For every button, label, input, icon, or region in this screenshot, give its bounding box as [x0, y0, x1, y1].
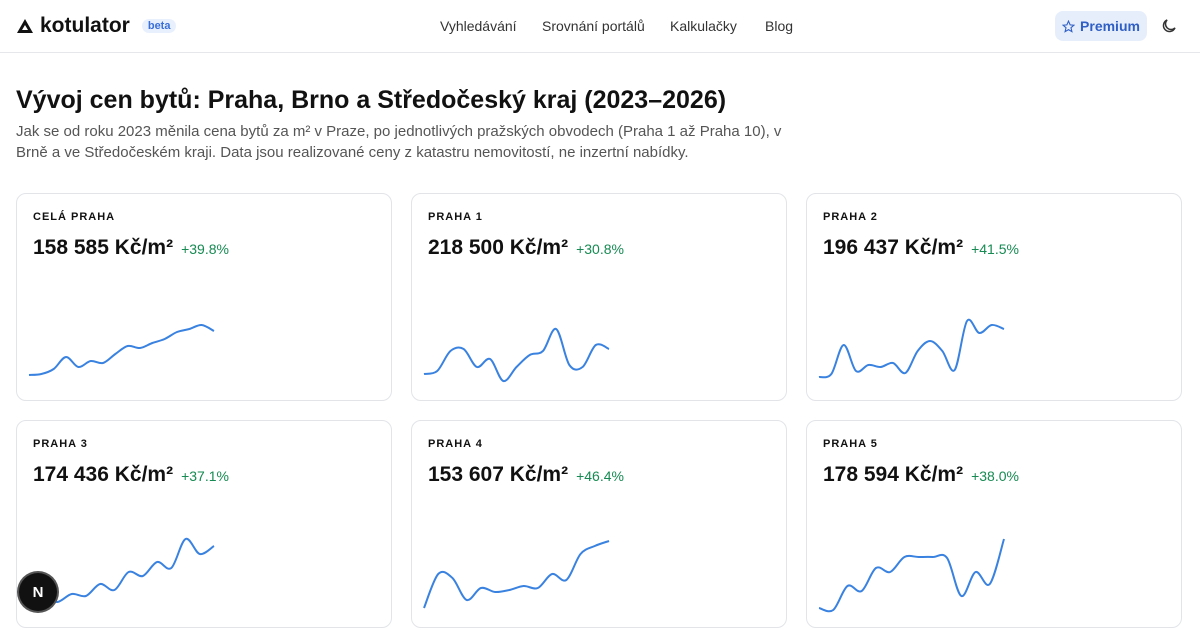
- sparkline-path: [818, 538, 1005, 613]
- theme-toggle[interactable]: [1160, 17, 1178, 35]
- sparkline-path: [423, 540, 610, 609]
- nav-link[interactable]: Blog: [765, 18, 794, 34]
- sparkline-path: [28, 537, 215, 607]
- sparkline: [818, 538, 1005, 613]
- card-label: PRAHA 1: [428, 211, 483, 223]
- beta-badge: beta: [141, 19, 177, 33]
- sparkline-path: [423, 327, 610, 383]
- sparkline: [423, 327, 610, 383]
- sparkline: [818, 318, 1005, 379]
- sparkline: [423, 540, 610, 609]
- card-price: 178 594 Kč/m² +38.0%: [823, 463, 1019, 487]
- price-card[interactable]: CELÁ PRAHA 158 585 Kč/m² +39.8%: [16, 193, 392, 401]
- price-card[interactable]: PRAHA 4 153 607 Kč/m² +46.4%: [411, 420, 787, 628]
- card-label: PRAHA 3: [33, 438, 88, 450]
- page-description: Jak se od roku 2023 měnila cena bytů za …: [16, 123, 782, 161]
- card-price: 196 437 Kč/m² +41.5%: [823, 236, 1019, 260]
- price-value: 178 594 Kč/m²: [823, 463, 964, 486]
- price-change: +46.4%: [576, 468, 624, 484]
- card-price: 158 585 Kč/m² +39.8%: [33, 236, 229, 260]
- price-change: +37.1%: [181, 468, 229, 484]
- nav-link[interactable]: Srovnání portálů: [542, 18, 645, 34]
- card-label: CELÁ PRAHA: [33, 211, 116, 223]
- card-label: PRAHA 2: [823, 211, 878, 223]
- sparkline-path: [818, 318, 1005, 379]
- premium-button[interactable]: Premium: [1055, 11, 1147, 41]
- price-change: +39.8%: [181, 241, 229, 257]
- card-price: 174 436 Kč/m² +37.1%: [33, 463, 229, 487]
- logo[interactable]: kotulator beta: [16, 14, 177, 38]
- price-card[interactable]: PRAHA 2 196 437 Kč/m² +41.5%: [806, 193, 1182, 401]
- card-label: PRAHA 4: [428, 438, 483, 450]
- price-card[interactable]: PRAHA 5 178 594 Kč/m² +38.0%: [806, 420, 1182, 628]
- card-price: 218 500 Kč/m² +30.8%: [428, 236, 624, 260]
- price-value: 196 437 Kč/m²: [823, 236, 964, 259]
- header: kotulator beta Vyhledávání Srovnání port…: [0, 0, 1200, 53]
- nav-link[interactable]: Kalkulačky: [670, 18, 737, 34]
- star-icon: [1062, 19, 1076, 33]
- sparkline-path: [28, 323, 215, 376]
- premium-label: Premium: [1080, 18, 1140, 34]
- price-value: 158 585 Kč/m²: [33, 236, 174, 259]
- price-change: +41.5%: [971, 241, 1019, 257]
- price-card[interactable]: PRAHA 3 174 436 Kč/m² +37.1%: [16, 420, 392, 628]
- price-card[interactable]: PRAHA 1 218 500 Kč/m² +30.8%: [411, 193, 787, 401]
- logo-text: kotulator: [40, 14, 130, 37]
- page-title: Vývoj cen bytů: Praha, Brno a Středočesk…: [16, 86, 727, 114]
- sparkline: [28, 323, 215, 376]
- logo-icon: [17, 19, 33, 33]
- floating-button[interactable]: N: [19, 573, 57, 611]
- price-value: 218 500 Kč/m²: [428, 236, 569, 259]
- price-value: 153 607 Kč/m²: [428, 463, 569, 486]
- sparkline: [28, 537, 215, 607]
- price-change: +30.8%: [576, 241, 624, 257]
- price-value: 174 436 Kč/m²: [33, 463, 174, 486]
- price-change: +38.0%: [971, 468, 1019, 484]
- card-label: PRAHA 5: [823, 438, 878, 450]
- card-price: 153 607 Kč/m² +46.4%: [428, 463, 624, 487]
- nav-link[interactable]: Vyhledávání: [440, 18, 517, 34]
